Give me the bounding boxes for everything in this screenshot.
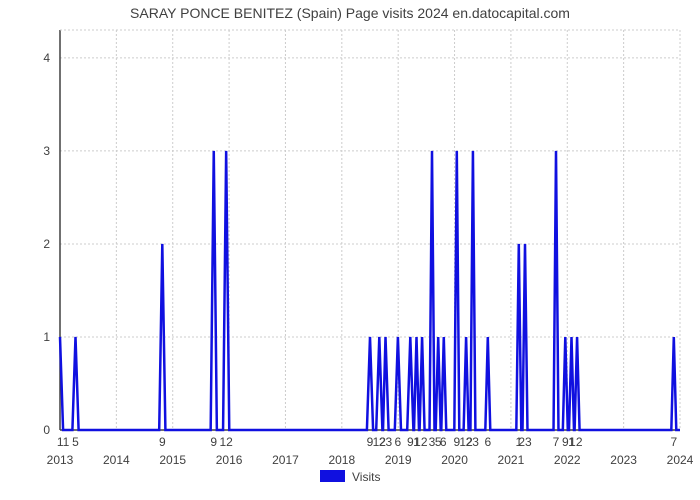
y-tick-label: 0 xyxy=(43,423,50,437)
x-extra-label: 6 xyxy=(395,435,402,449)
chart-container: SARAY PONCE BENITEZ (Spain) Page visits … xyxy=(0,0,700,500)
x-year-label: 2016 xyxy=(216,453,243,467)
x-extra-label: 6 xyxy=(484,435,491,449)
x-year-label: 2022 xyxy=(554,453,581,467)
x-extra-label: 7 xyxy=(670,435,677,449)
x-year-label: 2019 xyxy=(385,453,412,467)
x-year-label: 2013 xyxy=(47,453,74,467)
x-year-label: 2018 xyxy=(328,453,355,467)
x-extra-label: 23 xyxy=(518,435,532,449)
x-year-label: 2017 xyxy=(272,453,299,467)
x-extra-label: 6 xyxy=(440,435,447,449)
y-tick-label: 3 xyxy=(43,144,50,158)
chart-bg xyxy=(0,0,700,500)
x-year-label: 2015 xyxy=(159,453,186,467)
x-extra-label: 9 xyxy=(159,435,166,449)
legend-label: Visits xyxy=(352,470,380,484)
y-tick-label: 1 xyxy=(43,330,50,344)
y-tick-label: 4 xyxy=(43,51,50,65)
x-extra-label: 12 xyxy=(569,435,583,449)
chart-title: SARAY PONCE BENITEZ (Spain) Page visits … xyxy=(130,5,570,21)
x-extra-label: 12 xyxy=(219,435,233,449)
visits-chart: SARAY PONCE BENITEZ (Spain) Page visits … xyxy=(0,0,700,500)
x-year-label: 2014 xyxy=(103,453,130,467)
x-extra-label: 23 xyxy=(466,435,480,449)
y-tick-label: 2 xyxy=(43,237,50,251)
x-year-label: 2024 xyxy=(667,453,694,467)
x-extra-label: 11 xyxy=(57,435,70,449)
x-extra-label: 12 xyxy=(414,435,428,449)
legend-swatch xyxy=(320,470,345,482)
x-year-label: 2021 xyxy=(498,453,525,467)
x-extra-label: 9 xyxy=(210,435,217,449)
x-extra-label: 7 xyxy=(553,435,560,449)
x-extra-label: 23 xyxy=(379,435,393,449)
x-year-label: 2020 xyxy=(441,453,468,467)
x-extra-label: 5 xyxy=(72,435,79,449)
x-year-label: 2023 xyxy=(610,453,637,467)
